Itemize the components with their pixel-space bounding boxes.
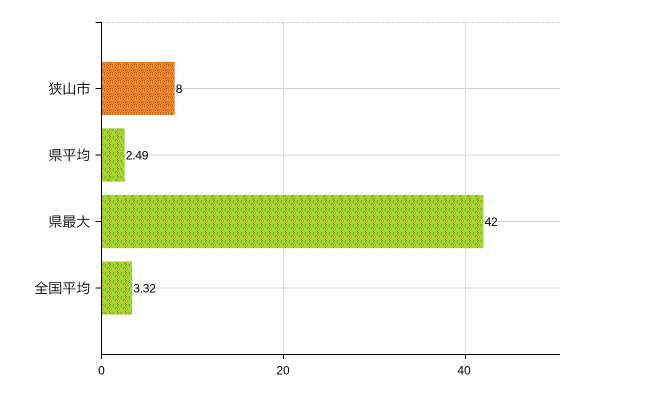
svg-text:8: 8 — [176, 82, 183, 96]
svg-text:40: 40 — [457, 364, 471, 378]
svg-text:0: 0 — [98, 364, 105, 378]
svg-text:2.49: 2.49 — [126, 148, 149, 162]
svg-text:20: 20 — [276, 364, 290, 378]
svg-text:42: 42 — [485, 215, 498, 229]
svg-text:3.32: 3.32 — [133, 281, 156, 295]
